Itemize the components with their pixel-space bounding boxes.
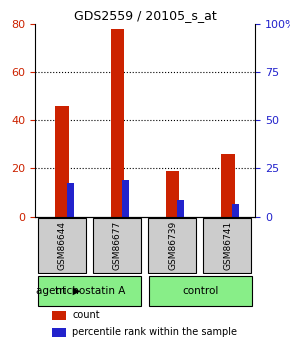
- Bar: [166, 171, 180, 217]
- Text: percentile rank within the sample: percentile rank within the sample: [72, 327, 237, 337]
- Title: GDS2559 / 20105_s_at: GDS2559 / 20105_s_at: [74, 9, 216, 22]
- Bar: [122, 180, 129, 217]
- Text: count: count: [72, 310, 100, 320]
- Bar: [52, 328, 66, 336]
- FancyBboxPatch shape: [37, 218, 86, 273]
- Bar: [177, 200, 184, 217]
- Text: GSM86644: GSM86644: [58, 221, 67, 270]
- Bar: [55, 106, 69, 217]
- FancyBboxPatch shape: [37, 276, 141, 306]
- Text: trichostatin A: trichostatin A: [55, 286, 125, 296]
- Bar: [67, 183, 74, 217]
- Text: GSM86739: GSM86739: [168, 221, 177, 270]
- FancyBboxPatch shape: [203, 218, 251, 273]
- Bar: [221, 154, 235, 217]
- Text: GSM86677: GSM86677: [113, 221, 122, 270]
- Bar: [233, 205, 239, 217]
- Bar: [110, 29, 124, 217]
- Text: GSM86741: GSM86741: [223, 221, 232, 270]
- Text: agent  ▶: agent ▶: [36, 286, 81, 296]
- Text: control: control: [182, 286, 218, 296]
- Bar: [52, 311, 66, 320]
- FancyBboxPatch shape: [93, 218, 141, 273]
- FancyBboxPatch shape: [148, 218, 196, 273]
- FancyBboxPatch shape: [149, 276, 252, 306]
